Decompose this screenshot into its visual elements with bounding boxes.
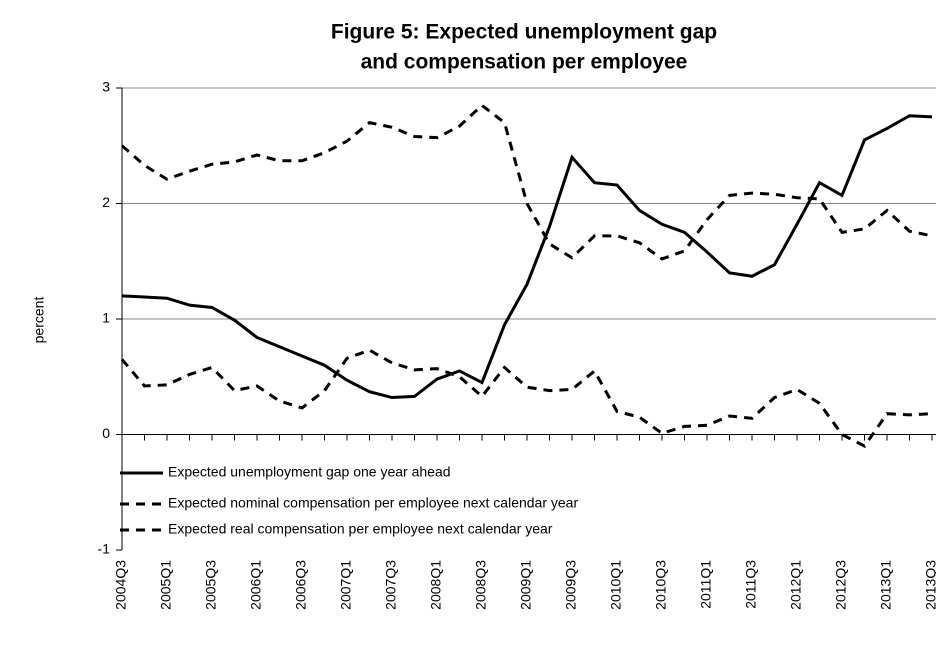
x-tick-label: 2007Q3 — [383, 560, 399, 610]
x-tick-label: 2009Q1 — [518, 560, 534, 610]
x-tick-label: 2012Q1 — [788, 560, 804, 610]
x-tick-label: 2012Q3 — [833, 560, 849, 610]
x-tick-label: 2013Q3 — [923, 560, 936, 610]
legend-label: Expected nominal compensation per employ… — [168, 495, 578, 511]
series-line — [121, 114, 933, 400]
y-tick-label: 0 — [102, 425, 110, 441]
y-tick-label: 1 — [102, 310, 110, 326]
legend-label: Expected real compensation per employee … — [168, 521, 553, 537]
y-tick-label: -1 — [98, 541, 111, 557]
series-line — [121, 103, 933, 261]
x-tick-label: 2005Q1 — [158, 560, 174, 610]
y-tick-label: 2 — [102, 194, 110, 210]
x-tick-label: 2010Q3 — [653, 560, 669, 610]
x-tick-label: 2007Q1 — [338, 560, 354, 610]
x-tick-label: 2006Q1 — [248, 560, 264, 610]
chart-title: and compensation per employee — [361, 51, 688, 74]
x-tick-label: 2013Q1 — [878, 560, 894, 610]
x-tick-label: 2005Q3 — [203, 560, 219, 610]
legend-label: Expected unemployment gap one year ahead — [168, 464, 451, 480]
y-tick-label: 3 — [102, 79, 110, 95]
x-tick-label: 2004Q3 — [113, 560, 129, 610]
y-axis-label: percent — [31, 297, 47, 344]
x-tick-label: 2010Q1 — [608, 560, 624, 610]
x-tick-label: 2008Q3 — [473, 560, 489, 610]
x-tick-label: 2008Q1 — [428, 560, 444, 610]
series-line — [120, 348, 933, 448]
x-tick-label: 2011Q3 — [743, 560, 759, 609]
chart-title: Figure 5: Expected unemployment gap — [331, 21, 717, 44]
x-tick-label: 2009Q3 — [563, 560, 579, 610]
x-tick-label: 2006Q3 — [293, 560, 309, 610]
x-tick-label: 2011Q1 — [698, 560, 714, 609]
